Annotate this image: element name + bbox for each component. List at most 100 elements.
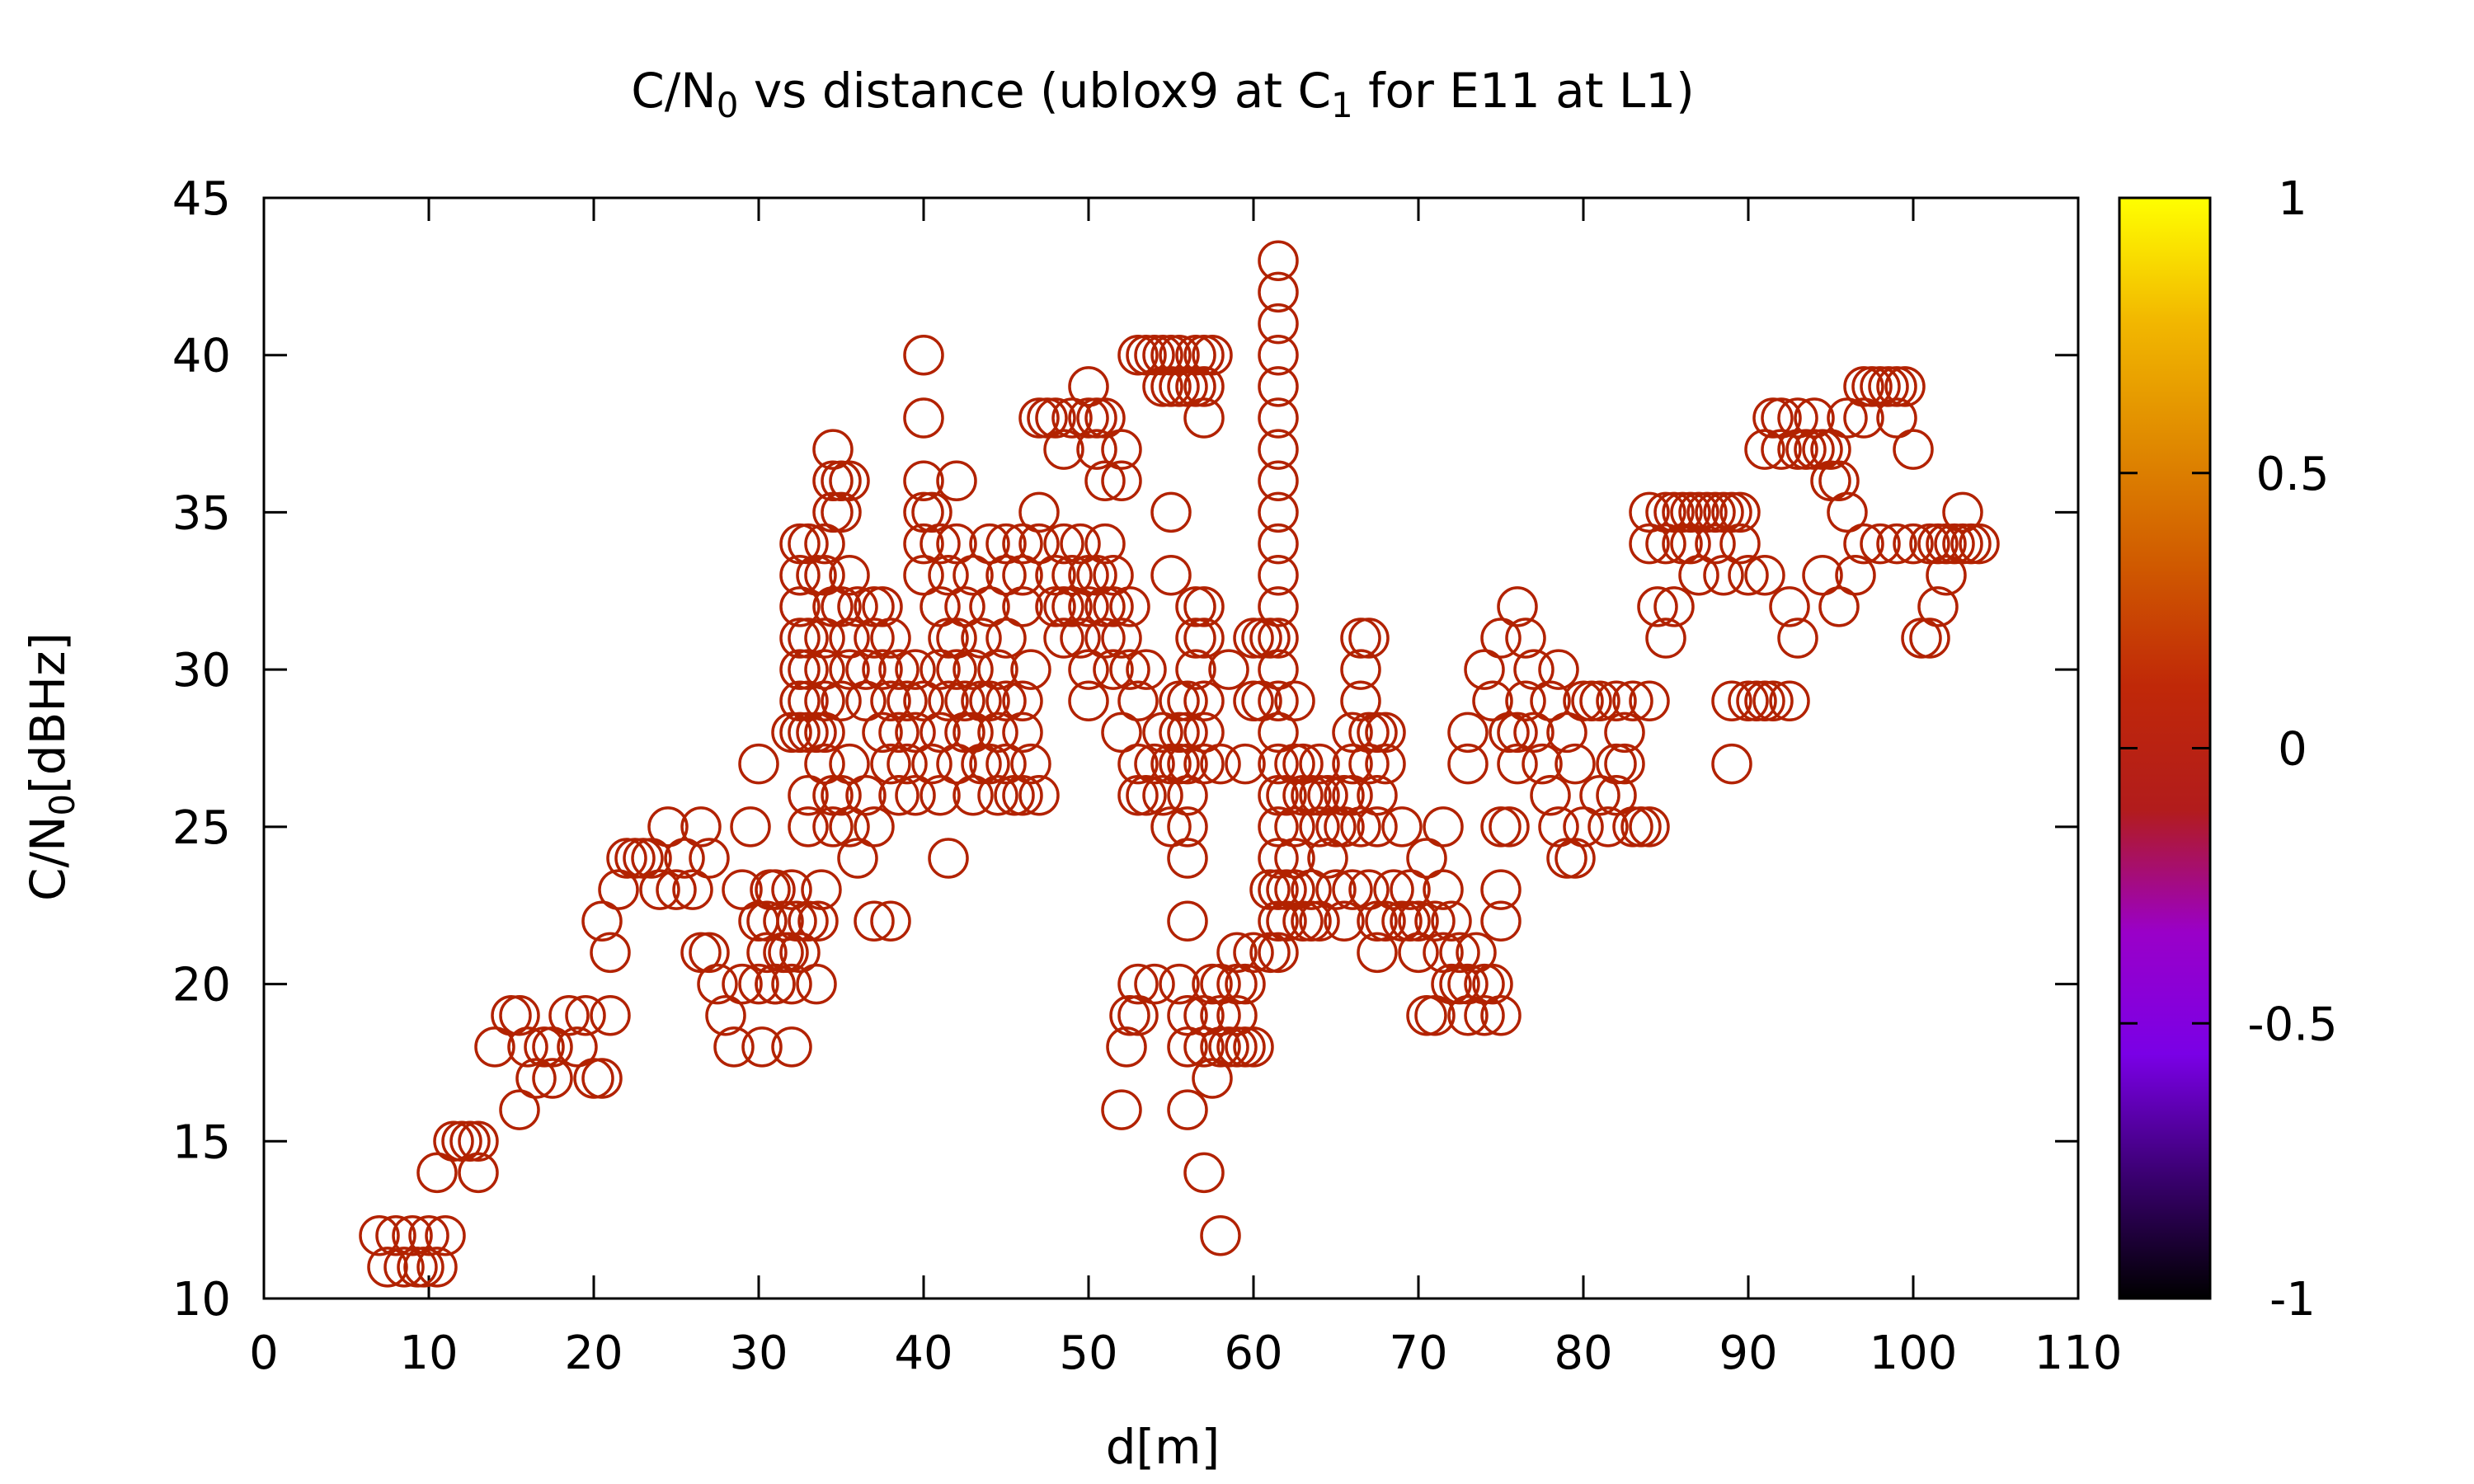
data-point bbox=[1332, 869, 1373, 910]
data-point bbox=[1612, 806, 1653, 848]
data-point bbox=[837, 838, 878, 879]
data-point bbox=[812, 429, 854, 470]
data-point bbox=[788, 711, 829, 754]
data-point bbox=[870, 680, 911, 722]
data-point bbox=[928, 554, 969, 596]
data-point bbox=[1398, 900, 1439, 942]
data-point bbox=[1299, 900, 1340, 942]
data-point bbox=[804, 680, 845, 722]
data-point bbox=[1117, 963, 1159, 1005]
data-point bbox=[1159, 711, 1200, 754]
data-point bbox=[1942, 491, 1983, 533]
data-point bbox=[796, 711, 837, 754]
data-point bbox=[1390, 869, 1431, 910]
data-point bbox=[1571, 680, 1612, 722]
data-point bbox=[1612, 680, 1653, 722]
data-point bbox=[1299, 806, 1340, 848]
x-tick-label: 50 bbox=[1059, 1327, 1117, 1380]
data-point bbox=[359, 1214, 400, 1256]
y-tick-label: 25 bbox=[172, 801, 231, 855]
data-point bbox=[804, 711, 845, 754]
data-point bbox=[1744, 429, 1785, 470]
data-point bbox=[1414, 900, 1456, 942]
data-point bbox=[1043, 586, 1084, 627]
data-point bbox=[1208, 1026, 1249, 1068]
data-point bbox=[499, 1089, 540, 1130]
data-point bbox=[1150, 806, 1192, 848]
data-point bbox=[928, 838, 969, 879]
data-point bbox=[1258, 838, 1299, 879]
data-point bbox=[614, 838, 656, 879]
data-point bbox=[590, 932, 631, 974]
data-point bbox=[1043, 618, 1084, 659]
data-point bbox=[895, 711, 936, 754]
data-point bbox=[1728, 554, 1769, 596]
data-point bbox=[812, 460, 854, 502]
data-point bbox=[1192, 963, 1233, 1005]
data-point bbox=[1200, 1026, 1241, 1068]
data-point bbox=[647, 806, 689, 848]
data-point bbox=[1068, 649, 1109, 690]
y-tick-label: 20 bbox=[172, 959, 231, 1012]
data-point bbox=[812, 491, 854, 533]
data-point bbox=[1010, 649, 1051, 690]
data-point bbox=[458, 1120, 499, 1162]
data-point bbox=[994, 774, 1035, 816]
data-point bbox=[1068, 397, 1109, 439]
data-point bbox=[1818, 586, 1860, 627]
data-point bbox=[1093, 586, 1134, 627]
data-point bbox=[392, 1214, 433, 1256]
data-point bbox=[1447, 743, 1489, 785]
data-point bbox=[1051, 586, 1093, 627]
data-point bbox=[1258, 869, 1299, 910]
data-point bbox=[1431, 963, 1472, 1005]
data-point bbox=[1200, 1214, 1241, 1256]
data-point bbox=[952, 649, 994, 690]
data-point bbox=[1258, 271, 1299, 313]
data-point bbox=[581, 900, 623, 942]
data-point bbox=[1043, 429, 1084, 470]
data-point bbox=[1324, 806, 1365, 848]
data-point bbox=[1917, 586, 1959, 627]
data-point bbox=[1084, 523, 1126, 565]
data-point bbox=[1068, 554, 1109, 596]
data-point bbox=[1249, 618, 1291, 659]
data-point bbox=[788, 618, 829, 659]
data-point bbox=[1456, 932, 1497, 974]
data-point bbox=[1101, 460, 1142, 502]
data-point bbox=[878, 649, 920, 690]
data-point bbox=[1439, 932, 1480, 974]
data-point bbox=[1423, 932, 1464, 974]
data-point bbox=[1348, 743, 1390, 785]
data-point bbox=[1480, 994, 1522, 1036]
data-point bbox=[1150, 743, 1192, 785]
data-point bbox=[812, 774, 854, 816]
data-point bbox=[944, 586, 985, 627]
data-point bbox=[1315, 869, 1357, 910]
data-point bbox=[1167, 680, 1208, 722]
data-point bbox=[1563, 806, 1604, 848]
data-point bbox=[1447, 963, 1489, 1005]
data-point bbox=[1423, 806, 1464, 848]
data-point bbox=[1249, 932, 1291, 974]
data-point bbox=[722, 963, 763, 1005]
data-point bbox=[1002, 586, 1043, 627]
data-point bbox=[1084, 397, 1126, 439]
data-point bbox=[1497, 743, 1538, 785]
data-point bbox=[1200, 994, 1241, 1036]
data-point bbox=[779, 680, 821, 722]
data-point bbox=[779, 649, 821, 690]
data-point bbox=[1159, 334, 1200, 376]
data-point bbox=[639, 869, 680, 910]
chart-title: C/N0​ vs distance (ublox9 at C1​ for E11… bbox=[631, 63, 1695, 125]
data-point bbox=[887, 743, 928, 785]
data-point bbox=[1909, 618, 1950, 659]
data-point bbox=[977, 774, 1018, 816]
data-point bbox=[804, 618, 845, 659]
data-point bbox=[1662, 491, 1703, 533]
data-point bbox=[1106, 1026, 1147, 1068]
data-points bbox=[359, 240, 2000, 1288]
data-point bbox=[1447, 994, 1489, 1036]
data-point bbox=[1216, 994, 1258, 1036]
